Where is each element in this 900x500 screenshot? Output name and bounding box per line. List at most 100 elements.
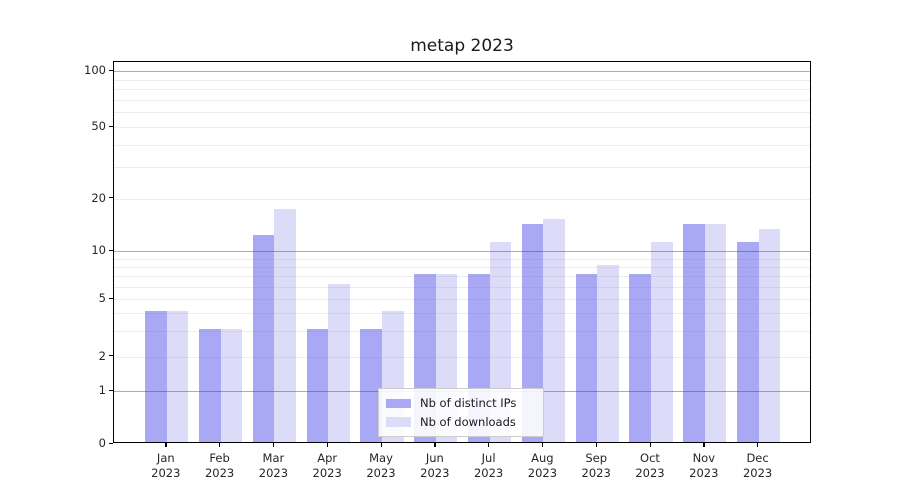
legend-label: Nb of downloads	[420, 414, 516, 429]
x-tick-mark	[326, 443, 328, 447]
bar-distinct-ips-mar	[252, 235, 275, 442]
bar-downloads-feb	[220, 329, 243, 442]
x-tick-month: Dec	[746, 451, 769, 465]
x-tick-year: 2023	[312, 466, 342, 480]
minor-gridline-50	[114, 127, 810, 128]
major-gridline-10	[114, 251, 810, 253]
minor-gridline-9	[114, 258, 810, 260]
minor-gridline-4	[114, 313, 810, 315]
bar-distinct-ips-aug	[521, 223, 544, 442]
minor-gridline-8	[114, 266, 810, 268]
plot-area	[113, 61, 811, 443]
bar-distinct-ips-feb	[199, 329, 221, 442]
x-tick-mark	[488, 443, 490, 447]
bar-distinct-ips-sep	[575, 273, 598, 442]
legend-row-downloads: Nb of downloads	[386, 415, 536, 429]
minor-gridline-40	[114, 144, 810, 146]
y-tick-mark	[109, 197, 113, 199]
bar-distinct-ips-apr	[306, 329, 329, 442]
minor-gridline-20	[114, 198, 810, 200]
x-tick-month: Jul	[481, 451, 496, 465]
y-tick-label-1: 1	[98, 383, 106, 397]
x-tick-year: 2023	[689, 466, 719, 480]
x-tick-mark	[219, 443, 221, 447]
minor-gridline-2	[114, 356, 810, 358]
x-tick-mark	[165, 443, 167, 447]
legend: Nb of distinct IPs Nb of downloads	[378, 388, 544, 437]
bar-downloads-sep	[597, 264, 619, 442]
x-tick-year: 2023	[204, 466, 235, 480]
minor-gridline-80	[114, 89, 810, 91]
x-tick-label-may: May 2023	[353, 451, 409, 481]
x-tick-mark	[595, 443, 597, 447]
x-tick-mark	[541, 443, 544, 447]
y-tick-mark	[109, 125, 113, 127]
bar-downloads-apr	[328, 284, 350, 442]
x-tick-year: 2023	[581, 466, 611, 480]
x-tick-label-feb: Feb 2023	[192, 451, 248, 481]
y-tick-label-2: 2	[98, 348, 106, 363]
x-tick-month: May	[369, 451, 393, 465]
x-tick-label-jul: Jul 2023	[461, 451, 517, 481]
x-tick-mark	[757, 443, 759, 447]
bar-downloads-dec	[758, 229, 781, 442]
x-tick-label-oct: Oct 2023	[622, 451, 678, 481]
x-tick-label-apr: Apr 2023	[299, 451, 355, 481]
x-tick-mark	[703, 443, 705, 447]
minor-gridline-90	[114, 79, 810, 81]
y-tick-label-100: 100	[84, 63, 106, 78]
x-tick-mark	[380, 443, 382, 447]
x-tick-label-mar: Mar 2023	[245, 451, 301, 481]
y-tick-mark	[109, 355, 113, 357]
bar-distinct-ips-nov	[683, 223, 705, 442]
x-tick-month: Mar	[262, 451, 285, 465]
legend-label: Nb of distinct IPs	[420, 396, 517, 411]
legend-swatch-icon	[386, 398, 411, 408]
bar-downloads-aug	[543, 218, 565, 442]
x-tick-month: Aug	[531, 451, 554, 465]
x-tick-month: Oct	[640, 451, 660, 465]
y-tick-label-20: 20	[91, 190, 106, 205]
bar-distinct-ips-may	[360, 329, 382, 442]
x-tick-month: Feb	[209, 451, 230, 465]
chart-title: metap 2023	[410, 36, 514, 56]
minor-gridline-70	[114, 100, 810, 101]
x-tick-label-jun: Jun 2023	[407, 451, 463, 481]
x-tick-month: Jan	[156, 451, 175, 465]
y-tick-mark	[109, 389, 113, 391]
y-tick-label-0: 0	[98, 436, 106, 450]
y-tick-label-50: 50	[91, 119, 106, 133]
x-tick-year: 2023	[366, 466, 396, 480]
x-tick-label-sep: Sep 2023	[568, 451, 624, 481]
y-tick-mark	[109, 249, 113, 252]
minor-gridline-60	[114, 112, 810, 114]
x-tick-month: Nov	[692, 451, 716, 465]
x-tick-mark	[434, 443, 436, 447]
bar-distinct-ips-dec	[737, 242, 759, 442]
minor-gridline-5	[114, 299, 810, 300]
legend-row-distinct-ips: Nb of distinct IPs	[386, 396, 536, 410]
bar-distinct-ips-jan	[145, 311, 167, 442]
bar-downloads-oct	[651, 242, 673, 442]
x-tick-year: 2023	[473, 466, 504, 480]
y-tick-label-10: 10	[91, 243, 106, 258]
x-tick-label-nov: Nov 2023	[676, 451, 732, 481]
x-tick-month: Jun	[425, 451, 444, 465]
minor-gridline-7	[114, 275, 810, 277]
minor-gridline-30	[114, 167, 810, 168]
x-tick-label-aug: Aug 2023	[514, 451, 570, 481]
x-tick-year: 2023	[258, 466, 289, 480]
bar-distinct-ips-oct	[629, 273, 651, 442]
bar-downloads-nov	[704, 223, 727, 442]
x-tick-year: 2023	[527, 466, 558, 480]
legend-swatch-icon	[386, 417, 411, 427]
y-tick-mark	[109, 69, 113, 72]
bar-downloads-jan	[166, 311, 189, 442]
minor-gridline-3	[114, 331, 810, 333]
x-tick-mark	[272, 443, 275, 447]
x-tick-label-jan: Jan 2023	[138, 451, 194, 481]
x-tick-year: 2023	[742, 466, 773, 480]
x-tick-year: 2023	[420, 466, 450, 480]
y-tick-label-5: 5	[98, 291, 106, 305]
